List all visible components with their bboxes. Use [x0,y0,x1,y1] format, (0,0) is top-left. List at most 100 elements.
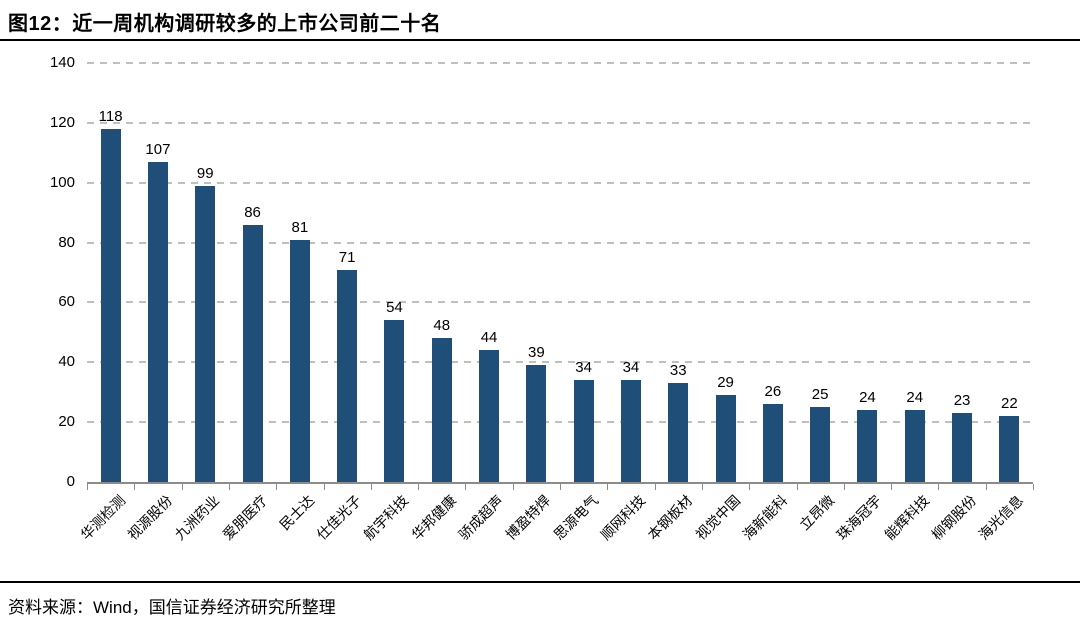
category-label: 博盈特焊 [502,492,554,543]
x-axis-tick [512,484,514,490]
source-note: 资料来源：Wind，国信证券经济研究所整理 [8,598,336,617]
category-label: 视觉中国 [691,492,743,543]
y-axis-tick-label: 40 [58,353,75,371]
category-label: 珠海冠宇 [833,492,885,543]
bar-本钢板材 [668,383,689,482]
x-axis-tick [465,484,467,490]
gridline-y60 [87,301,1033,304]
bar-value-label: 22 [1001,395,1018,413]
footer-divider-rule [0,581,1080,583]
x-axis-tick [749,484,751,490]
bar-value-label: 48 [433,317,451,335]
x-axis-tick [938,484,940,490]
bar-value-label: 34 [622,359,640,377]
gridline-y100 [87,181,1033,184]
category-label: 海新能科 [739,492,791,543]
category-label: 骄成超声 [455,492,507,543]
y-axis-tick-label: 120 [49,113,75,131]
figure-title: 图12：近一周机构调研较多的上市公司前二十名 [8,13,442,35]
bar-value-label: 107 [145,140,171,158]
bar-柳钢股份 [952,413,973,482]
bar-海光信息 [999,416,1020,482]
x-axis-line [87,482,1033,484]
bar-骄成超声 [479,350,500,482]
category-label: 柳钢股份 [928,492,980,543]
bar-视觉中国 [715,395,736,482]
bar-博盈特焊 [526,365,547,482]
y-axis-tick-label: 100 [49,173,75,191]
bar-珠海冠宇 [857,410,878,482]
bar-value-label: 81 [291,218,309,236]
category-label: 立昂微 [796,492,838,534]
y-axis-tick-label: 60 [58,293,75,311]
y-axis-tick-label: 140 [49,54,75,71]
bar-顺网科技 [620,380,641,482]
x-axis-tick [181,484,183,490]
bar-value-label: 23 [953,392,971,410]
gridline-y120 [87,121,1033,124]
x-axis-tick [843,484,845,490]
category-label: 本钢板材 [644,492,696,543]
bar-value-label: 26 [764,383,782,401]
y-axis-tick-label: 20 [58,413,75,431]
category-label: 能辉科技 [881,492,933,543]
category-label: 海光信息 [975,492,1027,543]
bar-value-label: 71 [338,248,356,266]
bar-仕佳光子 [337,269,358,482]
category-label: 九洲药业 [171,492,223,543]
category-label: 华测检测 [77,492,128,543]
bar-value-label: 86 [244,203,261,221]
x-axis-tick [370,484,372,490]
x-axis-tick [276,484,278,490]
category-label: 视源股份 [124,492,176,543]
bar-海新能科 [762,404,783,482]
gridline-y80 [87,241,1033,244]
bar-value-label: 34 [575,359,592,377]
gridline-y40 [87,361,1033,364]
category-label: 思源电气 [550,492,601,543]
bar-chart: 0 20 40 60 80 100 120 140 118 华测检测 107 视源股份 99 九洲药业 86… [0,40,1080,580]
bar-value-label: 99 [196,164,214,182]
bar-华邦健康 [431,338,452,482]
bar-value-label: 25 [811,386,829,404]
title-divider-rule [0,39,1080,41]
bar-视源股份 [147,161,168,482]
bar-value-label: 44 [480,329,498,347]
x-axis-tick [701,484,703,490]
bar-value-label: 29 [717,374,734,392]
gridline-y140 [87,62,1033,64]
bar-立昂微 [810,407,831,482]
x-axis-tick [87,484,88,490]
x-axis-tick [654,484,656,490]
x-axis-tick [607,484,609,490]
x-axis-tick [560,484,561,490]
bar-民士达 [289,239,310,482]
bar-思源电气 [573,380,594,482]
bar-爱朋医疗 [242,224,263,482]
bar-value-label: 24 [859,389,876,407]
category-label: 航宇科技 [360,492,412,543]
category-label: 民士达 [276,492,318,534]
x-axis-tick [323,484,325,490]
category-label: 爱朋医疗 [218,492,270,543]
x-axis-tick [418,484,420,490]
bar-value-label: 118 [98,107,123,125]
bar-华测检测 [100,128,121,482]
bar-value-label: 33 [669,362,687,380]
x-axis-tick [891,484,893,490]
x-axis-tick [985,484,987,490]
bar-九洲药业 [195,185,216,482]
bar-航宇科技 [384,320,405,482]
category-label: 华邦健康 [408,492,460,543]
category-label: 仕佳光子 [313,492,365,543]
category-label: 顺网科技 [597,492,649,543]
bar-value-label: 24 [906,389,924,407]
x-axis-tick [228,484,230,490]
y-axis-tick-label: 80 [58,233,75,251]
x-axis-tick [1033,484,1034,490]
x-axis-tick [796,484,798,490]
x-axis-tick [134,484,136,490]
y-axis-tick-label: 0 [66,473,75,490]
bar-能辉科技 [904,410,925,482]
